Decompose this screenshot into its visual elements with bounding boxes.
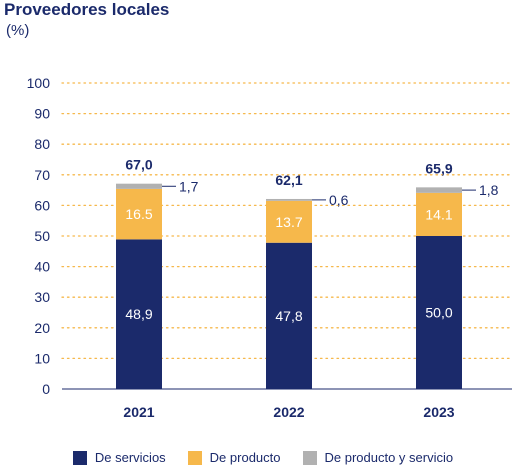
data-label: 0,6 [329,192,349,208]
y-tick-label: 50 [34,228,50,244]
y-tick-label: 100 [27,75,51,91]
data-label: 1,7 [179,178,199,194]
y-tick-label: 20 [34,320,50,336]
bar-segment [116,239,162,389]
y-tick-label: 30 [34,289,50,305]
legend-swatch [302,450,317,465]
bar-segment [266,198,312,201]
bar-segment [416,236,462,389]
data-label: 13.7 [275,214,302,230]
data-label: 14.1 [425,206,452,222]
data-label: 1,8 [479,182,499,198]
bar-segment [266,200,312,243]
legend-label: De producto [209,450,281,465]
bar-segment [416,187,462,193]
y-tick-label: 10 [34,350,50,366]
bar-segment [416,192,462,236]
legend: De servicios De producto De producto y ser… [0,450,526,465]
y-tick-label: 80 [34,136,50,152]
bar-segment [266,242,312,389]
data-label: 50,0 [425,305,452,321]
unit-label: (%) [6,22,30,39]
stacked-bar-chart: 0 10 20 30 40 50 60 70 80 90 100 48,9 16.5 1,7 67,0 202… [27,75,513,420]
legend-item: De producto y servicio [302,450,454,465]
y-tick-label: 90 [34,106,50,122]
legend-item: De producto [187,450,281,465]
x-tick-label: 2021 [123,404,154,420]
y-tick-label: 60 [34,197,50,213]
data-label: 48,9 [125,306,152,322]
total-label: 65,9 [425,160,452,176]
x-tick-label: 2023 [423,404,454,420]
bar-segment [116,188,162,240]
y-tick-label: 0 [42,381,50,397]
legend-label: De servicios [94,450,166,465]
legend-swatch [72,450,87,465]
bar-segment [116,183,162,189]
x-tick-label: 2022 [273,404,304,420]
legend-swatch [187,450,202,465]
y-tick-label: 70 [34,167,50,183]
total-label: 62,1 [275,172,302,188]
data-label: 16.5 [125,206,152,222]
legend-label: De producto y servicio [324,450,454,465]
chart-title: Proveedores locales [4,0,170,19]
total-label: 67,0 [125,157,152,173]
data-label: 47,8 [275,308,302,324]
legend-item: De servicios [72,450,166,465]
y-tick-label: 40 [34,259,50,275]
